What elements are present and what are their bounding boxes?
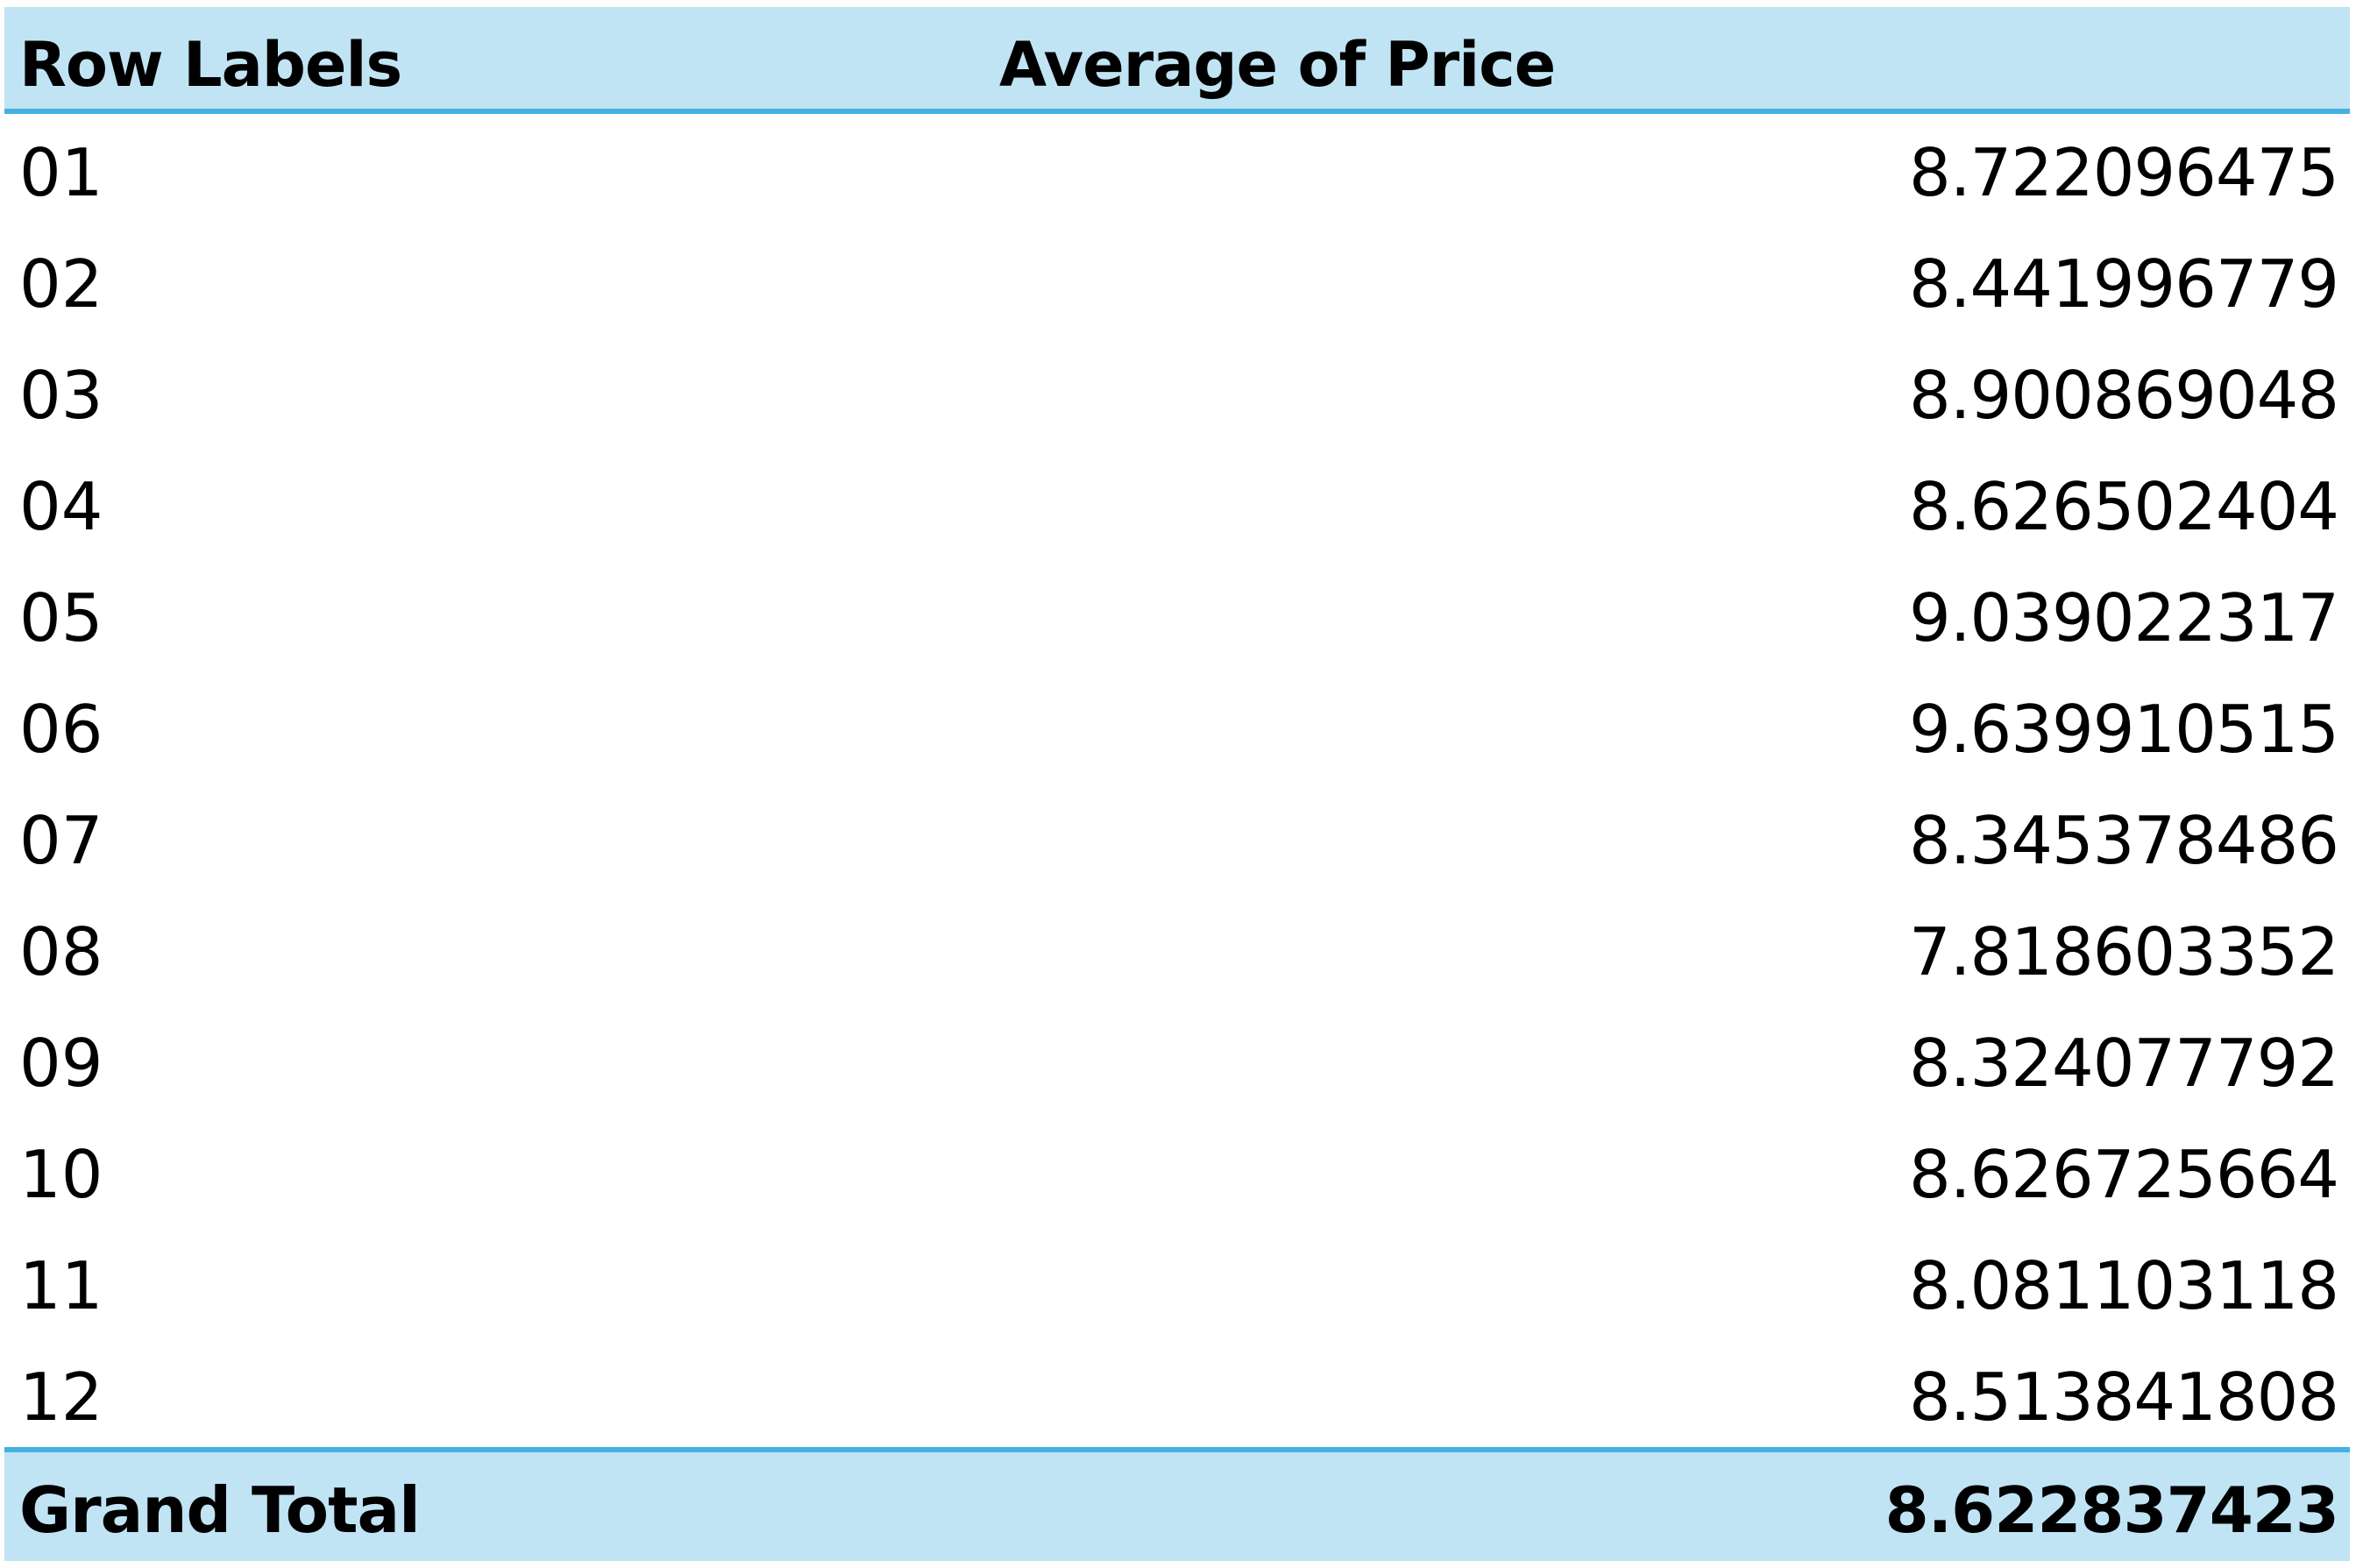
pivot-header-row: Row Labels Average of Price: [4, 7, 2350, 114]
pivot-row[interactable]: 05 9.039022317: [4, 563, 2350, 674]
row-labels-header[interactable]: Row Labels: [19, 29, 402, 101]
row-value: 8.513841808: [1908, 1359, 2339, 1436]
row-label: 09: [19, 1025, 103, 1102]
row-value: 8.081103118: [1908, 1247, 2339, 1324]
pivot-row[interactable]: 10 8.626725664: [4, 1119, 2350, 1231]
row-label: 06: [19, 691, 103, 768]
row-value: 8.722096475: [1908, 134, 2339, 211]
average-of-price-header[interactable]: Average of Price: [999, 29, 1556, 101]
pivot-body: 01 8.722096475 02 8.441996779 03 8.90086…: [4, 117, 2350, 1453]
row-value: 8.626725664: [1908, 1136, 2339, 1213]
row-label: 05: [19, 579, 103, 656]
pivot-row[interactable]: 04 8.626502404: [4, 451, 2350, 563]
row-label: 11: [19, 1247, 103, 1324]
pivot-row[interactable]: 01 8.722096475: [4, 117, 2350, 229]
pivot-row[interactable]: 07 8.345378486: [4, 785, 2350, 897]
pivot-row[interactable]: 12 8.513841808: [4, 1342, 2350, 1453]
pivot-row[interactable]: 03 8.900869048: [4, 340, 2350, 451]
row-value: 8.324077792: [1908, 1025, 2339, 1102]
row-label: 10: [19, 1136, 103, 1213]
row-value: 8.900869048: [1908, 357, 2339, 434]
row-label: 03: [19, 357, 103, 434]
row-label: 07: [19, 802, 103, 879]
row-value: 8.345378486: [1908, 802, 2339, 879]
pivot-row[interactable]: 06 9.639910515: [4, 674, 2350, 785]
row-label: 02: [19, 245, 103, 323]
pivot-row[interactable]: 08 7.818603352: [4, 897, 2350, 1008]
pivot-row[interactable]: 02 8.441996779: [4, 229, 2350, 340]
row-label: 08: [19, 913, 103, 990]
grand-total-row[interactable]: Grand Total 8.622837423: [4, 1447, 2350, 1561]
pivot-row[interactable]: 09 8.324077792: [4, 1008, 2350, 1119]
row-value: 9.639910515: [1908, 691, 2339, 768]
grand-total-value: 8.622837423: [1884, 1473, 2339, 1547]
row-label: 12: [19, 1359, 103, 1436]
row-label: 04: [19, 468, 103, 545]
pivot-row[interactable]: 11 8.081103118: [4, 1231, 2350, 1342]
row-value: 9.039022317: [1908, 579, 2339, 656]
grand-total-label: Grand Total: [19, 1473, 421, 1547]
row-value: 8.626502404: [1908, 468, 2339, 545]
row-label: 01: [19, 134, 103, 211]
row-value: 8.441996779: [1908, 245, 2339, 323]
row-value: 7.818603352: [1908, 913, 2339, 990]
